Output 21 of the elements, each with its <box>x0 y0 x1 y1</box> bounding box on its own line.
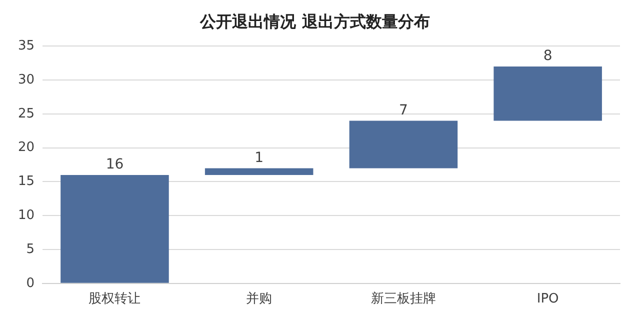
bar <box>204 168 314 175</box>
y-tick-label: 5 <box>26 242 35 257</box>
x-tick-label: 股权转让 <box>88 292 141 307</box>
x-tick-label: 新三板挂牌 <box>370 292 436 307</box>
chart-title: 公开退出情况 退出方式数量分布 <box>199 12 430 31</box>
x-tick-label: 并购 <box>246 292 272 307</box>
y-tick-label: 35 <box>18 38 35 54</box>
data-label: 16 <box>106 156 124 173</box>
data-label: 7 <box>398 102 408 118</box>
y-tick-label: 15 <box>18 174 35 190</box>
data-label: 8 <box>543 48 552 64</box>
y-tick-label: 0 <box>26 276 35 291</box>
y-tick-label: 20 <box>18 140 35 156</box>
bar <box>349 120 458 168</box>
bar <box>60 174 169 283</box>
x-tick-label: IPO <box>536 292 559 307</box>
data-label: 1 <box>254 150 264 166</box>
y-tick-label: 30 <box>18 72 35 88</box>
y-tick-label: 25 <box>18 106 35 122</box>
bar <box>494 66 602 121</box>
y-tick-label: 10 <box>18 208 35 224</box>
